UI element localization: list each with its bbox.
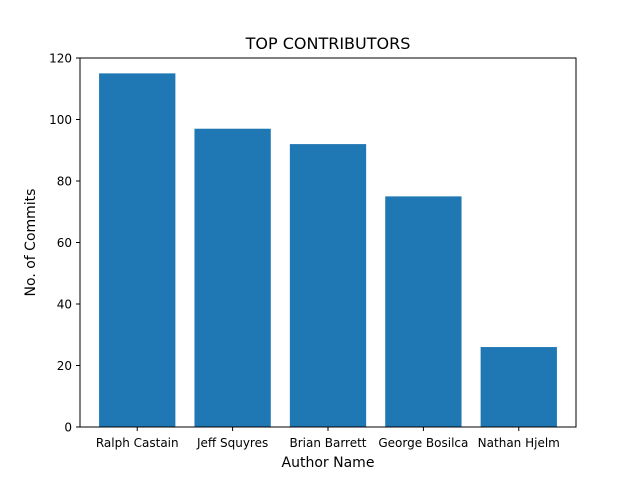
bar xyxy=(480,347,557,427)
bar xyxy=(385,196,462,427)
x-tick-label: Nathan Hjelm xyxy=(478,436,560,450)
y-tick-label: 20 xyxy=(57,359,72,373)
y-tick-label: 60 xyxy=(57,236,72,250)
chart-title: TOP CONTRIBUTORS xyxy=(245,34,411,53)
y-tick-label: 100 xyxy=(49,113,72,127)
bar xyxy=(289,144,367,427)
y-tick-label: 40 xyxy=(57,298,72,312)
x-tick-label: George Bosilca xyxy=(378,436,468,450)
x-axis-ticks: Ralph Castain Jeff Squyres Brian Barrett Ge… xyxy=(96,427,560,450)
bars-layer xyxy=(99,73,557,427)
y-axis-label: No. of Commits xyxy=(23,189,39,297)
x-axis-label: Author Name xyxy=(282,455,375,471)
y-tick-label: 0 xyxy=(64,421,72,435)
bar xyxy=(99,73,176,427)
x-tick-label: Jeff Squyres xyxy=(196,436,268,450)
x-tick-label: Ralph Castain xyxy=(96,436,179,450)
y-tick-label: 80 xyxy=(57,175,72,189)
bar xyxy=(194,128,271,427)
y-tick-label: 120 xyxy=(49,52,72,66)
y-axis-ticks: 0 20 40 60 80 100 120 xyxy=(49,52,80,435)
plot-frame xyxy=(79,57,577,428)
x-tick-label: Brian Barrett xyxy=(289,436,366,450)
